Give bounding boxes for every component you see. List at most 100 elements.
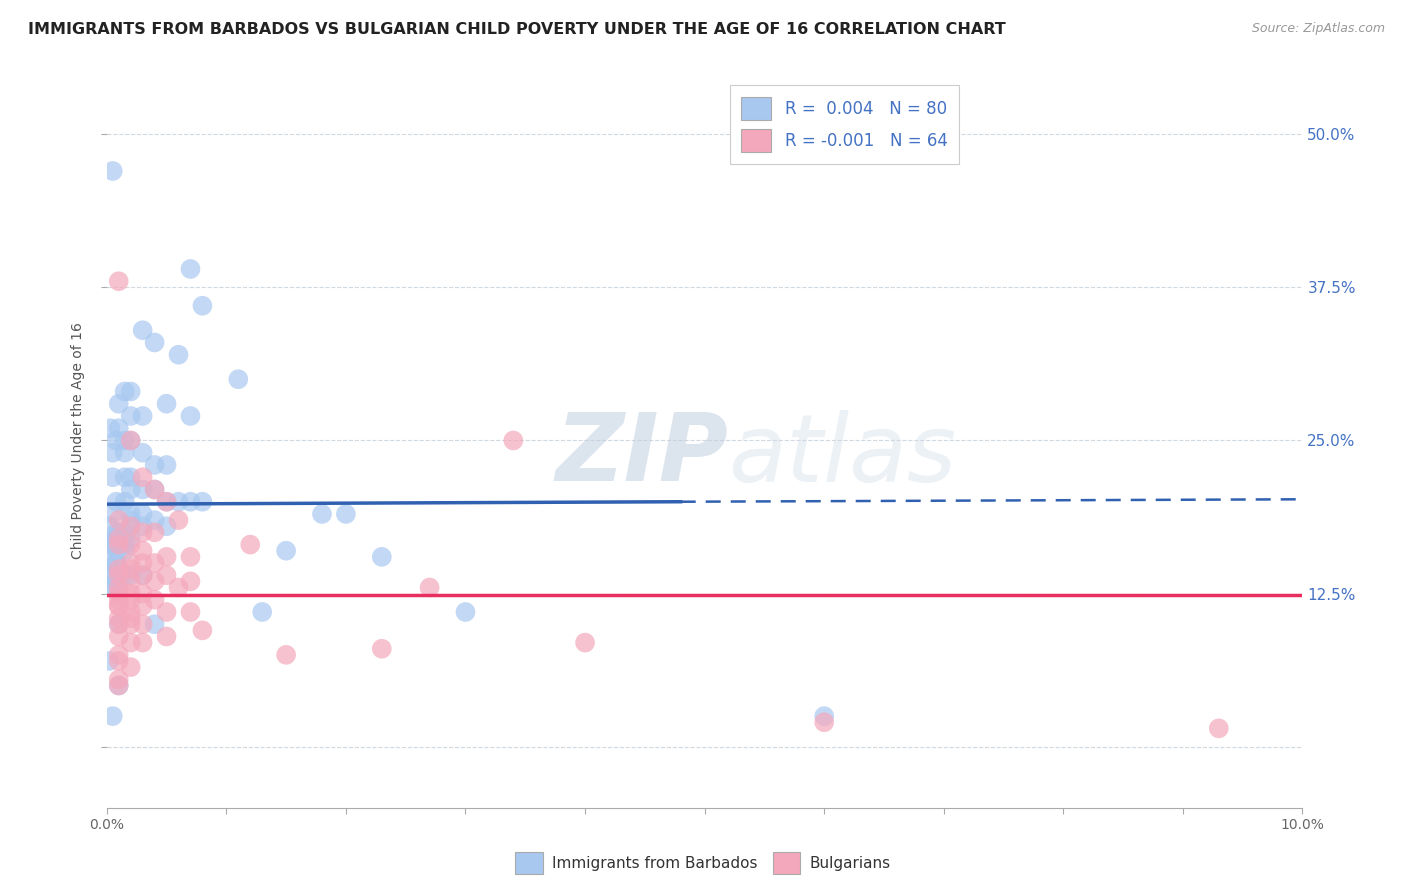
Point <box>105 543 128 558</box>
Point <box>143 617 166 632</box>
Point <box>105 532 128 546</box>
Point <box>131 599 153 613</box>
Point <box>120 611 142 625</box>
Point <box>143 513 166 527</box>
Point <box>276 543 298 558</box>
Point <box>114 532 136 546</box>
Point <box>179 549 201 564</box>
Point <box>239 538 262 552</box>
Point <box>120 507 142 521</box>
Point <box>131 446 153 460</box>
Point <box>98 556 121 570</box>
Point <box>105 525 128 540</box>
Point <box>107 599 129 613</box>
Point <box>107 538 129 552</box>
Point <box>131 483 153 497</box>
Point <box>120 409 142 423</box>
Point <box>813 715 835 730</box>
Point <box>191 624 214 638</box>
Point <box>155 397 177 411</box>
Point <box>107 673 129 687</box>
Point <box>101 446 124 460</box>
Point <box>107 592 129 607</box>
Point <box>120 562 142 576</box>
Point <box>143 525 166 540</box>
Point <box>98 538 121 552</box>
Legend: R =  0.004   N = 80, R = -0.001   N = 64: R = 0.004 N = 80, R = -0.001 N = 64 <box>730 85 959 164</box>
Point <box>107 397 129 411</box>
Point <box>143 335 166 350</box>
Point <box>311 507 333 521</box>
Point <box>191 494 214 508</box>
Point <box>98 581 121 595</box>
Point <box>454 605 477 619</box>
Point <box>105 538 128 552</box>
Point <box>131 556 153 570</box>
Point <box>101 164 124 178</box>
Point <box>335 507 357 521</box>
Point <box>114 446 136 460</box>
Point <box>98 519 121 533</box>
Point <box>107 678 129 692</box>
Point <box>98 568 121 582</box>
Point <box>131 323 153 337</box>
Point <box>131 409 153 423</box>
Point <box>131 635 153 649</box>
Point <box>101 507 124 521</box>
Point <box>107 630 129 644</box>
Point <box>371 641 394 656</box>
Point <box>155 549 177 564</box>
Point <box>120 434 142 448</box>
Point <box>101 538 124 552</box>
Point <box>101 581 124 595</box>
Point <box>131 507 153 521</box>
Point <box>167 581 190 595</box>
Legend: Immigrants from Barbados, Bulgarians: Immigrants from Barbados, Bulgarians <box>509 846 897 880</box>
Point <box>143 458 166 472</box>
Point <box>143 592 166 607</box>
Point <box>107 562 129 576</box>
Point <box>155 519 177 533</box>
Point <box>107 654 129 668</box>
Point <box>105 494 128 508</box>
Point <box>131 617 153 632</box>
Point <box>155 458 177 472</box>
Point <box>143 483 166 497</box>
Point <box>107 617 129 632</box>
Point <box>179 494 201 508</box>
Point <box>131 525 153 540</box>
Point <box>114 384 136 399</box>
Point <box>101 568 124 582</box>
Point <box>120 574 142 589</box>
Point <box>105 556 128 570</box>
Point <box>179 262 201 277</box>
Point <box>179 605 201 619</box>
Point <box>120 513 142 527</box>
Point <box>114 525 136 540</box>
Point <box>813 709 835 723</box>
Point <box>131 568 153 582</box>
Point <box>120 617 142 632</box>
Point <box>120 532 142 546</box>
Point <box>105 574 128 589</box>
Point <box>107 648 129 662</box>
Point <box>107 611 129 625</box>
Point <box>167 513 190 527</box>
Point <box>120 470 142 484</box>
Point <box>107 678 129 692</box>
Point <box>107 274 129 288</box>
Point <box>105 434 128 448</box>
Point <box>107 532 129 546</box>
Point <box>143 556 166 570</box>
Point <box>120 556 142 570</box>
Point <box>114 568 136 582</box>
Y-axis label: Child Poverty Under the Age of 16: Child Poverty Under the Age of 16 <box>72 322 86 559</box>
Point <box>143 483 166 497</box>
Point <box>120 519 142 533</box>
Point <box>101 709 124 723</box>
Point <box>107 525 129 540</box>
Point <box>191 299 214 313</box>
Point <box>179 574 201 589</box>
Point <box>131 470 153 484</box>
Point <box>155 568 177 582</box>
